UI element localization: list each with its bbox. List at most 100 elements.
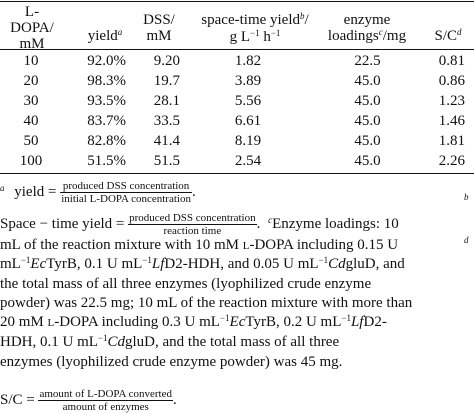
cell-sty: 8.19 [234,133,262,149]
text-run: HDH, 0.1 U mL [0,334,98,350]
text-run: D2-HDH, and 0.05 U mL [164,256,319,272]
exponent: −1 [318,255,329,265]
cell-sty: 5.56 [234,93,262,109]
cell-sc: 1.46 [438,113,465,129]
footnote-c-line: the total mass of all three enzymes (lyo… [0,276,372,292]
header-dopa-line1: L- [24,4,40,20]
cell-dopa: 40 [23,113,39,129]
footnote-a: a yield = produced DSS concentration ini… [0,180,474,205]
footnote-a-fraction: produced DSS concentration initial L-DOP… [60,180,192,205]
cell-dopa: 100 [19,153,43,169]
footnote-d-denominator: amount of enzymes [62,401,149,413]
cell-yield: 93.5% [87,93,126,109]
cell-dss: 28.1 [153,93,180,109]
footnote-b-numerator: produced DSS concentration [128,212,257,225]
cell-enzyme: 45.0 [354,113,381,129]
bottom-rule [0,173,474,174]
header-dopa-line2: DOPA/ [10,20,54,36]
cell-yield: 83.7% [87,113,126,129]
header-sty-slash: / [304,12,309,28]
text-run: 20 mM [0,314,48,330]
footnote-c-mark: c [268,214,273,225]
footnote-b-mark: b [464,192,469,202]
exponent: −1 [97,333,108,343]
small-caps-l: l [242,237,250,253]
header-sc-label: S/C [434,28,457,44]
table-row: 30 93.5% 28.1 5.56 45.0 1.23 [0,91,474,111]
small-caps-l: l [47,314,55,330]
exponent: −1 [341,313,351,323]
header-sty-line1: space-time yield [201,12,301,28]
cell-enzyme: 22.5 [354,53,381,69]
footnote-b-fraction: produced DSS concentration reaction time [128,212,257,237]
cell-yield: 51.5% [87,153,126,169]
header-enzyme-loadings: enzyme loadingsc/mg [318,12,416,45]
header-yield: yielda [78,27,132,45]
header-sty-unit-h: h [259,29,271,45]
footnote-c-line: mL−1EcTyrB, 0.1 U mL−1LfD2-HDH, and 0.05… [0,255,474,275]
organism-abbrev: Ec [30,256,47,272]
header-enz-mark: c [378,27,383,37]
cell-sc: 2.26 [438,153,465,169]
footnote-c-line: 20 mM l-DOPA including 0.3 U mL−1EcTyrB,… [0,313,474,333]
table-row: 10 92.0% 9.20 1.82 22.5 0.81 [0,51,474,71]
cell-sc: 0.86 [438,73,465,89]
footnote-b: Space − time yield = produced DSS concen… [0,212,474,237]
cell-sc: 1.23 [438,93,465,109]
header-dss: DSS/ mM [136,12,182,44]
cell-dopa: 30 [23,93,39,109]
cell-dopa: 50 [23,133,39,149]
exponent: −1 [219,313,230,323]
cell-dss: 9.20 [153,53,180,69]
footnote-a-period: . [191,183,196,200]
footnote-d: S/C = amount of L-DOPA converted amount … [0,388,474,413]
cell-enzyme: 45.0 [354,133,381,149]
text-run: -DOPA including 0.15 U [249,237,399,253]
header-enz-unit: /mg [382,28,407,44]
cell-yield: 92.0% [87,53,126,69]
table-row: 100 51.5% 51.5 2.54 45.0 2.26 [0,151,474,171]
header-sty-mark: b [300,11,305,21]
cell-sty: 6.61 [234,113,262,129]
footnote-c-line: HDH, 0.1 U mL−1CdgluD, and the total mas… [0,333,474,353]
header-dopa-line3: mM [19,36,45,52]
text-run: -DOPA including 0.3 U mL [54,314,220,330]
text-run: TyrB, 0.2 U mL [245,314,342,330]
header-space-time-yield: space-time yieldb/ g L−1 h−1 [190,11,320,46]
text-run: TyrB, 0.1 U mL [46,256,143,272]
footnote-d-period: . [172,391,177,408]
table-row: 20 98.3% 19.7 3.89 45.0 0.86 [0,71,474,91]
text-run: D2- [363,314,387,330]
cell-enzyme: 45.0 [354,153,381,169]
header-sty-exp1: −1 [250,28,260,38]
exponent: −1 [142,255,152,265]
footnote-d-label: S/C = [0,391,35,408]
header-dss-line2: mM [146,28,172,44]
organism-abbrev: Lf [151,256,165,272]
cell-dss: 33.5 [153,113,180,129]
header-rule [0,49,474,50]
text-run: mL [0,256,21,272]
text-run: gluD, and [345,256,405,272]
header-dss-line1: DSS/ [143,12,175,28]
cell-dopa: 10 [23,53,39,69]
header-sc: S/Cd [424,27,472,45]
footnote-a-numerator: produced DSS concentration [60,180,192,193]
cell-dss: 19.7 [153,73,180,89]
table-row: 40 83.7% 33.5 6.61 45.0 1.46 [0,111,474,131]
header-yield-label: yield [87,28,118,44]
organism-abbrev: Cd [107,334,126,350]
table-row: 50 82.8% 41.4 8.19 45.0 1.81 [0,131,474,151]
footnote-c-heading: Enzyme loadings: 10 [272,215,399,232]
text-run: mL of the reaction mixture with 10 mM [0,237,243,253]
cell-dss: 41.4 [153,133,180,149]
header-yield-mark: a [117,27,123,37]
cell-sc: 0.81 [438,53,465,69]
footnote-b-label: Space − time yield = [0,215,125,232]
header-dopa: L- DOPA/ mM [8,4,56,52]
header-sty-unit-g-l: g L [229,29,250,45]
footnote-d-fraction: amount of L-DOPA converted amount of enz… [38,388,173,413]
text-run: gluD, and the total mass of all three [125,334,340,350]
cell-dss: 51.5 [153,153,180,169]
exponent: −1 [20,255,31,265]
